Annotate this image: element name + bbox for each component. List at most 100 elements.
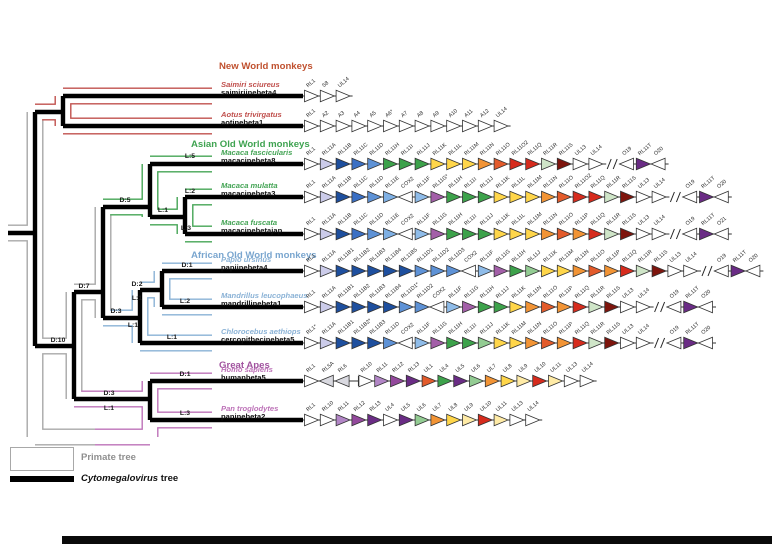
gene-label: RL11K (432, 142, 448, 157)
gene-arrow (541, 264, 557, 278)
gene-label: UL13 (621, 323, 635, 336)
gene-label: O19 (621, 146, 633, 157)
branch-label: D:7 (79, 283, 90, 290)
gene-label: RL11B2 (353, 283, 371, 300)
gene-label: RL11A (321, 285, 337, 300)
legend-cmv-tree-swatch (10, 476, 74, 482)
gene-arrow (477, 336, 494, 350)
gene-arrow (620, 190, 636, 204)
gene-label: RL11J (479, 212, 495, 227)
gene-arrow (383, 336, 399, 350)
gene-label: RL11B5 (400, 247, 418, 264)
gene-label: RL11P (606, 249, 622, 264)
gene-label: UL14 (581, 361, 595, 374)
gene-label: RL11H (511, 249, 527, 264)
virus-name: humanbeta5 (221, 373, 267, 382)
gene-arrow (635, 300, 652, 314)
gene-label: RL13 (407, 361, 421, 374)
virus-name: papiinebeta4 (221, 263, 268, 272)
branch-label: D:5 (120, 197, 131, 204)
gene-arrow (367, 300, 383, 314)
gene-arrow (304, 300, 320, 314)
gene-arrow (383, 227, 399, 241)
gene-arrow (398, 119, 415, 133)
gene-label: RL11J (479, 175, 495, 190)
gene-arrow (335, 300, 352, 314)
gene-arrow (572, 190, 589, 204)
gene-label: RL11B (337, 175, 353, 190)
gene-arrow (477, 227, 494, 241)
gene-arrow (319, 264, 336, 278)
branch-label: L:2 (180, 298, 190, 305)
gene-arrow (397, 336, 413, 350)
gene-label: RL11Q (621, 249, 638, 264)
gene-label: UL1 (423, 363, 434, 374)
gene-label: RL11R (606, 212, 622, 227)
gene-arrow (509, 413, 525, 427)
gene-arrow (477, 413, 494, 427)
gene-arrow (620, 336, 636, 350)
gene-arrow (446, 227, 462, 241)
gene-label: RL11O2 (574, 173, 593, 190)
gene-label: RL11H (384, 142, 400, 157)
gene-label: O19 (685, 216, 697, 227)
gene-label: RL11F (416, 175, 432, 190)
gene-arrow (477, 157, 494, 171)
gene-label: RL11F (416, 212, 432, 227)
gene-label: UL4 (439, 363, 450, 374)
gene-arrow (414, 157, 431, 171)
gene-arrow (665, 336, 682, 350)
gene-arrow (620, 264, 636, 278)
gene-label: RL11 (337, 400, 350, 413)
gene-arrow (319, 227, 336, 241)
gene-arrow (367, 157, 383, 171)
gene-arrow (304, 264, 320, 278)
gene-label: RL11O (590, 249, 607, 264)
gene-label: RL10 (321, 400, 335, 413)
gene-arrow (556, 227, 573, 241)
gene-arrow (430, 227, 446, 241)
gene-label: RL11G (432, 321, 449, 336)
gene-label: RL11S (621, 175, 637, 190)
gene-label: RL11M (511, 320, 528, 336)
gene-arrow (383, 119, 399, 133)
gene-label: UL6 (416, 402, 427, 413)
gene-arrow (477, 264, 494, 278)
gene-label: RL1 (305, 179, 316, 190)
gene-arrow (477, 300, 494, 314)
gene-label: RL11G (495, 249, 512, 264)
gene-arrow (462, 119, 478, 133)
gene-arrow (525, 227, 541, 241)
gene-label: RL11Q (574, 321, 591, 336)
gene-arrow (446, 264, 462, 278)
gene-arrow (304, 413, 320, 427)
gene-arrow (493, 157, 510, 171)
gene-arrow (477, 190, 494, 204)
gene-arrow (651, 190, 668, 204)
gene-arrow (460, 264, 476, 278)
gene-arrow (304, 89, 320, 103)
gene-arrow (509, 336, 525, 350)
gene-label: A10 (448, 108, 459, 119)
gene-label: RL11L (511, 175, 527, 190)
gene-label: UL13 (511, 400, 525, 413)
gene-label: UL13 (574, 144, 588, 157)
gene-label: RL11T (637, 142, 653, 157)
gene-arrow (351, 119, 367, 133)
gene-arrow (351, 190, 367, 204)
gene-arrow (319, 119, 336, 133)
gene-arrow (697, 300, 713, 314)
gene-label: RL11B4 (384, 247, 402, 264)
species-binomial: Mandrillus leucophaeus (221, 291, 308, 300)
gene-arrow (516, 374, 532, 388)
gene-arrow (541, 300, 557, 314)
gene-label: RL11E (384, 212, 400, 227)
virus-name: saimiriinebeta4 (221, 88, 277, 97)
gene-arrow (572, 336, 589, 350)
gene-arrow (446, 119, 462, 133)
gene-arrow (500, 374, 517, 388)
gene-label: RL11O (558, 175, 575, 190)
gene-arrow (683, 336, 699, 350)
